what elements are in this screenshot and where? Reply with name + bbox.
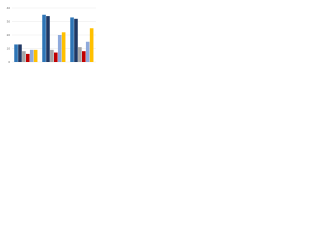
bar [33,49,38,62]
y-tick-label: 0 [8,60,10,64]
bar [29,49,34,62]
chart: 0 10 20 30 40 [7,6,96,64]
y-tick-label: 20 [7,33,11,37]
bar [61,32,66,62]
bar [74,18,78,62]
bar [89,28,94,62]
bar [70,17,74,62]
bar [50,49,54,62]
bar [78,47,82,62]
bar [54,52,58,62]
page: {"chart_data": {"type": "bar", "categori… [0,0,100,71]
y-tick-label: 10 [7,46,11,50]
bar [85,41,90,62]
bar [18,44,22,62]
y-tick-label: 30 [7,19,11,23]
bar [57,35,62,62]
bar [46,16,50,63]
y-tick-label: 40 [7,6,11,10]
bar [22,51,26,62]
bar [42,14,46,62]
bar [26,53,30,62]
bar [14,44,18,62]
bar [82,51,86,62]
